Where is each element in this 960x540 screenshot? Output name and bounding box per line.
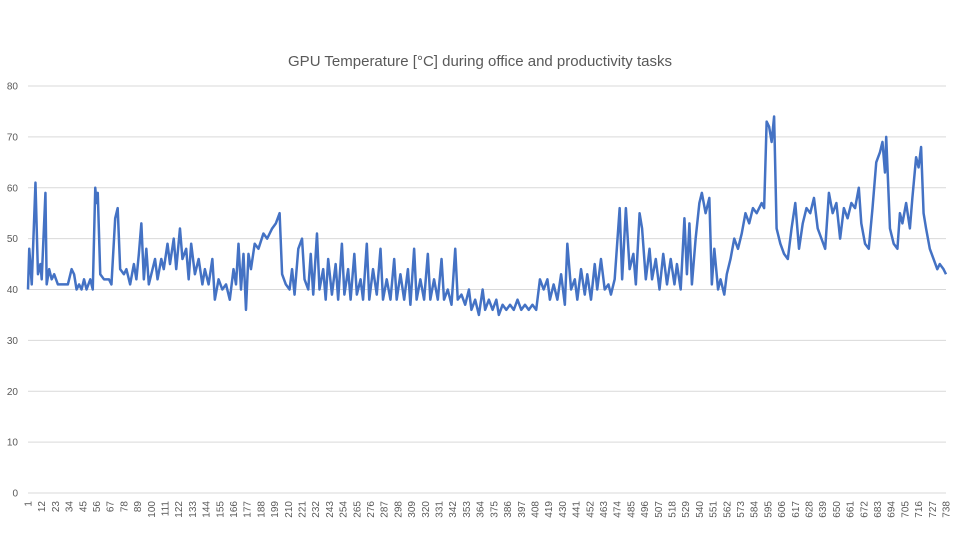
x-tick-label: 331 — [435, 501, 446, 518]
x-tick-label: 309 — [407, 501, 418, 518]
x-tick-label: 518 — [667, 501, 678, 518]
x-tick-label: 364 — [476, 501, 487, 518]
chart-title: GPU Temperature [°C] during office and p… — [288, 53, 672, 70]
y-tick-label: 80 — [7, 82, 19, 93]
x-tick-label: 540 — [695, 501, 706, 518]
x-tick-label: 562 — [722, 501, 733, 518]
y-tick-label: 50 — [7, 234, 19, 245]
x-tick-label: 397 — [517, 501, 528, 518]
x-tick-label: 45 — [78, 501, 89, 513]
x-tick-label: 419 — [544, 501, 555, 518]
y-tick-label: 30 — [7, 336, 19, 347]
x-tick-label: 727 — [928, 501, 939, 518]
x-tick-label: 166 — [229, 501, 240, 518]
x-tick-label: 639 — [818, 501, 829, 518]
x-tick-label: 408 — [530, 501, 541, 518]
x-tick-label: 463 — [599, 501, 610, 518]
x-tick-label: 199 — [270, 501, 281, 518]
x-tick-label: 89 — [133, 501, 144, 513]
x-tick-label: 254 — [339, 501, 350, 518]
x-tick-label: 672 — [859, 501, 870, 518]
x-tick-label: 441 — [572, 501, 583, 518]
x-tick-label: 573 — [736, 501, 747, 518]
x-tick-label: 496 — [640, 501, 651, 518]
y-tick-label: 20 — [7, 387, 19, 398]
x-tick-label: 67 — [106, 501, 117, 513]
x-tick-label: 243 — [325, 501, 336, 518]
x-tick-label: 430 — [558, 501, 569, 518]
x-tick-label: 177 — [243, 501, 254, 518]
x-tick-label: 386 — [503, 501, 514, 518]
x-tick-label: 375 — [489, 501, 500, 518]
y-tick-label: 60 — [7, 183, 19, 194]
x-tick-label: 320 — [421, 501, 432, 518]
y-tick-label: 70 — [7, 132, 19, 143]
y-tick-label: 0 — [12, 489, 18, 500]
x-tick-label: 738 — [942, 501, 953, 518]
x-tick-label: 683 — [873, 501, 884, 518]
x-tick-label: 353 — [462, 501, 473, 518]
x-tick-label: 298 — [393, 501, 404, 518]
x-tick-label: 661 — [846, 501, 857, 518]
x-tick-label: 452 — [585, 501, 596, 518]
x-tick-label: 12 — [37, 501, 48, 513]
x-tick-label: 122 — [174, 501, 185, 518]
x-tick-label: 276 — [366, 501, 377, 518]
x-tick-label: 485 — [626, 501, 637, 518]
x-tick-label: 595 — [763, 501, 774, 518]
x-tick-label: 507 — [654, 501, 665, 518]
x-tick-label: 716 — [914, 501, 925, 518]
y-tick-label: 40 — [7, 285, 19, 296]
x-tick-label: 188 — [256, 501, 267, 518]
x-tick-label: 606 — [777, 501, 788, 518]
x-tick-label: 265 — [352, 501, 363, 518]
x-tick-label: 221 — [298, 501, 309, 518]
x-tick-label: 133 — [188, 501, 199, 518]
x-tick-label: 56 — [92, 501, 103, 513]
x-tick-label: 628 — [804, 501, 815, 518]
x-tick-label: 705 — [900, 501, 911, 518]
x-tick-label: 111 — [161, 501, 172, 517]
x-tick-label: 474 — [613, 501, 624, 518]
x-tick-label: 100 — [147, 501, 158, 518]
x-tick-label: 78 — [119, 501, 130, 513]
x-tick-label: 287 — [380, 501, 391, 518]
x-tick-label: 210 — [284, 501, 295, 518]
y-tick-label: 10 — [7, 438, 19, 449]
x-tick-label: 650 — [832, 501, 843, 518]
x-tick-label: 34 — [65, 501, 76, 513]
x-tick-label: 584 — [750, 501, 761, 518]
x-tick-label: 342 — [448, 501, 459, 518]
x-tick-label: 155 — [215, 501, 226, 518]
x-tick-label: 617 — [791, 501, 802, 518]
x-tick-label: 529 — [681, 501, 692, 518]
temperature-line — [26, 115, 948, 317]
x-tick-label: 551 — [709, 501, 720, 518]
x-tick-label: 1 — [24, 501, 35, 507]
x-tick-label: 144 — [202, 501, 213, 518]
x-tick-label: 23 — [51, 501, 62, 513]
x-tick-label: 694 — [887, 501, 898, 518]
x-tick-label: 232 — [311, 501, 322, 518]
